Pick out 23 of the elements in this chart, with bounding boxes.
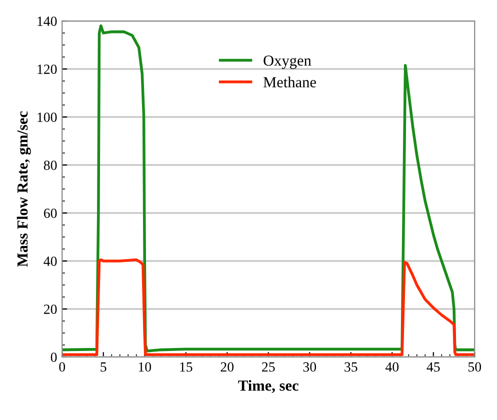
x-tick-label: 5 (100, 362, 106, 372)
y-tick-label: 40 (44, 256, 57, 266)
y-tick-label: 60 (44, 208, 57, 218)
legend-label: Methane (263, 76, 316, 88)
x-tick-label: 50 (468, 362, 482, 372)
y-axis-title: Mass Flow Rate, gm/sec (16, 111, 31, 267)
x-tick-label: 35 (344, 362, 358, 372)
x-tick-label: 40 (385, 362, 399, 372)
y-tick-label: 100 (38, 112, 57, 122)
x-tick-label: 45 (426, 362, 440, 372)
x-tick-label: 25 (262, 362, 275, 372)
x-axis-title: Time, sec (238, 380, 298, 393)
x-tick-label: 10 (138, 362, 152, 372)
x-tick-label: 15 (180, 362, 192, 372)
legend-label: Oxygen (264, 55, 312, 69)
y-tick-label: 80 (44, 160, 57, 170)
y-tick-label: 140 (38, 16, 57, 26)
x-tick-label: 0 (59, 362, 66, 372)
x-tick-label: 20 (220, 362, 234, 372)
x-tick-label: 30 (303, 362, 316, 372)
y-tick-label: 20 (44, 304, 57, 314)
y-tick-label: 0 (50, 352, 57, 362)
y-tick-label: 120 (38, 64, 57, 74)
